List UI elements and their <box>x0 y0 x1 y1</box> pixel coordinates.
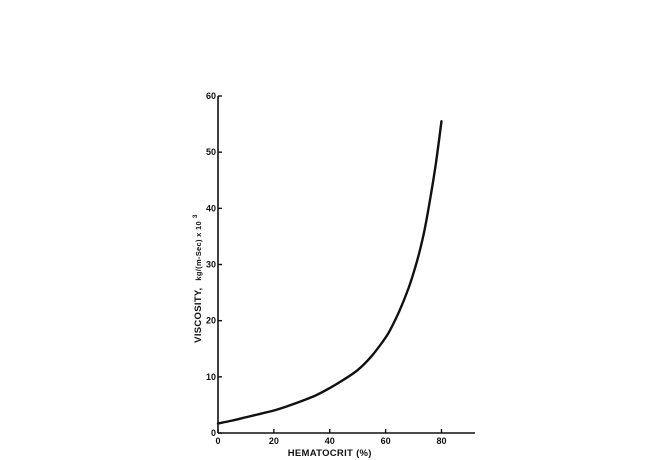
y-axis-title-main: VISCOSITY, <box>193 288 204 343</box>
y-tick-label: 40 <box>206 203 216 213</box>
x-tick-label: 40 <box>325 436 335 446</box>
x-tick-label: 60 <box>381 436 391 446</box>
y-tick-label: 20 <box>206 316 216 326</box>
y-tick-label: 30 <box>206 260 216 270</box>
y-axis-title-exponent: 3 <box>192 214 199 218</box>
x-ticks: 0 20 40 60 80 <box>215 429 446 446</box>
y-axis-title: VISCOSITY, kg/(m-Sec) x 10 3 <box>192 214 204 343</box>
axes <box>217 96 475 434</box>
y-tick-label: 50 <box>206 147 216 157</box>
y-tick-label: 0 <box>211 428 216 438</box>
y-tick-label: 10 <box>206 372 216 382</box>
x-tick-label: 20 <box>269 436 279 446</box>
y-ticks: 0 10 20 30 40 50 60 <box>206 91 222 438</box>
x-axis-title: HEMATOCRIT (%) <box>288 448 372 459</box>
x-tick-label: 80 <box>436 436 446 446</box>
viscosity-curve <box>216 120 443 425</box>
x-tick-label: 0 <box>215 436 220 446</box>
y-axis-title-unit: kg/(m-Sec) x 10 <box>194 221 203 281</box>
y-tick-label: 60 <box>206 91 216 101</box>
